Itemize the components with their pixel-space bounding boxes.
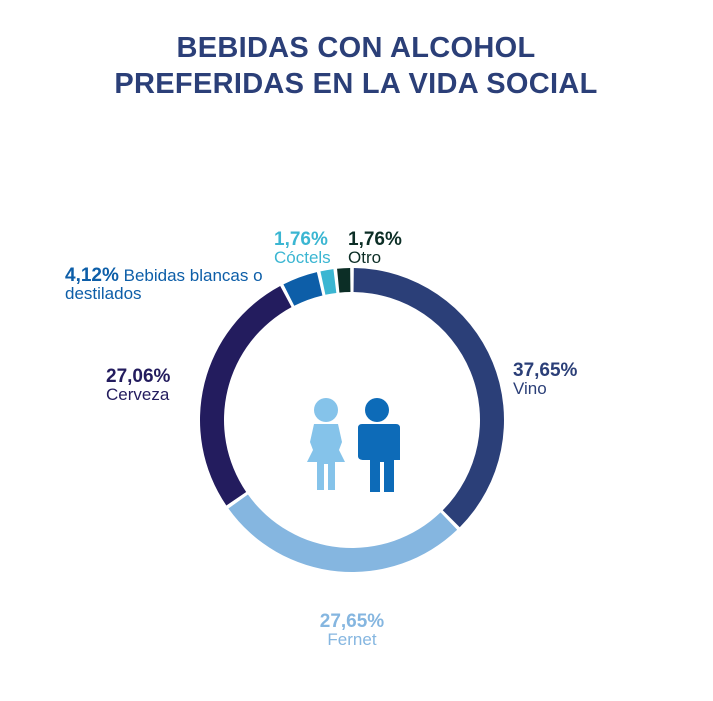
value-label: 1,76% xyxy=(274,229,328,250)
people-icon xyxy=(307,398,400,492)
category-label: Otro xyxy=(348,248,382,267)
category-label: Vino xyxy=(513,379,547,398)
donut-segment xyxy=(283,272,323,306)
donut-segment xyxy=(320,269,337,295)
donut-segment xyxy=(337,268,351,293)
value-label: 27,06% xyxy=(106,366,171,387)
slice-label: 1,76% Cóctels xyxy=(274,229,354,267)
category-label: Cóctels xyxy=(274,248,331,267)
value-label: 4,12% xyxy=(65,265,119,286)
slice-label: 27,65% Fernet xyxy=(272,611,432,649)
donut-segment xyxy=(353,268,504,528)
donut-segment xyxy=(199,286,292,506)
slice-label: 27,06% Cerveza xyxy=(106,366,226,404)
category-label: Cerveza xyxy=(106,385,170,404)
slice-label: 1,76% Otro xyxy=(348,229,428,267)
slice-label: 4,12% Bebidas blancas o destilados xyxy=(65,265,295,303)
donut-segment xyxy=(228,494,458,573)
value-label: 27,65% xyxy=(319,611,385,632)
category-label: Bebidas blancas o destilados xyxy=(65,266,263,303)
chart-title: BEBIDAS CON ALCOHOL PREFERIDAS EN LA VID… xyxy=(114,32,598,100)
slice-label: 37,65% Vino xyxy=(513,360,633,398)
value-label: 1,76% xyxy=(348,229,402,250)
value-label: 37,65% xyxy=(513,360,578,381)
category-label: Fernet xyxy=(327,630,377,649)
